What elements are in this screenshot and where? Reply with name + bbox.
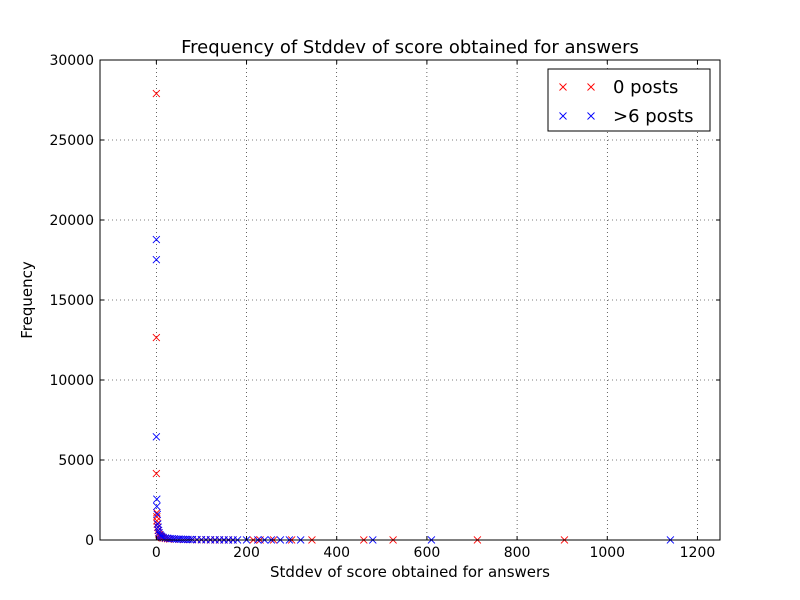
legend-box bbox=[547, 68, 711, 132]
data-point bbox=[154, 526, 163, 535]
legend-marker bbox=[587, 112, 595, 120]
chart-title: Frequency of Stddev of score obtained fo… bbox=[181, 37, 639, 58]
legend-label: 0 posts bbox=[613, 77, 678, 98]
x-tick-label: 1000 bbox=[589, 545, 625, 561]
legend-marker bbox=[559, 112, 567, 120]
data-point bbox=[152, 512, 161, 521]
legend-item: 0 posts bbox=[559, 77, 678, 98]
legend: 0 posts >6 posts bbox=[547, 68, 711, 132]
y-tick-label: 25000 bbox=[49, 133, 94, 149]
data-point bbox=[152, 508, 161, 517]
axis-ticks: 0 200 400 600 800 1000 1200 0 5000 10000 15000 2000… bbox=[49, 53, 720, 561]
data-point bbox=[153, 520, 162, 528]
y-axis-label: Frequency bbox=[18, 261, 36, 339]
x-tick-label: 1200 bbox=[680, 545, 716, 561]
data-point bbox=[152, 495, 161, 504]
data-point bbox=[152, 255, 161, 264]
data-point bbox=[152, 469, 161, 478]
y-tick-label: 15000 bbox=[49, 293, 94, 309]
x-tick-label: 0 bbox=[152, 545, 161, 561]
data-point bbox=[152, 432, 161, 441]
x-tick-label: 800 bbox=[504, 545, 531, 561]
y-tick-label: 20000 bbox=[49, 213, 94, 229]
legend-marker bbox=[587, 83, 595, 91]
x-tick-label: 400 bbox=[323, 545, 350, 561]
x-axis-label: Stddev of score obtained for answers bbox=[270, 563, 550, 581]
x-tick-label: 600 bbox=[414, 545, 441, 561]
y-tick-label: 0 bbox=[85, 533, 94, 549]
data-point bbox=[152, 235, 161, 244]
y-tick-label: 10000 bbox=[49, 373, 94, 389]
y-tick-label: 30000 bbox=[49, 53, 94, 69]
legend-marker bbox=[559, 83, 567, 91]
data-point bbox=[152, 333, 161, 342]
x-tick-label: 200 bbox=[233, 545, 260, 561]
data-point bbox=[152, 502, 161, 511]
data-point bbox=[152, 89, 161, 98]
data-point bbox=[153, 510, 162, 519]
legend-label: >6 posts bbox=[613, 106, 694, 127]
y-tick-label: 5000 bbox=[58, 453, 94, 469]
legend-item: >6 posts bbox=[559, 106, 694, 127]
